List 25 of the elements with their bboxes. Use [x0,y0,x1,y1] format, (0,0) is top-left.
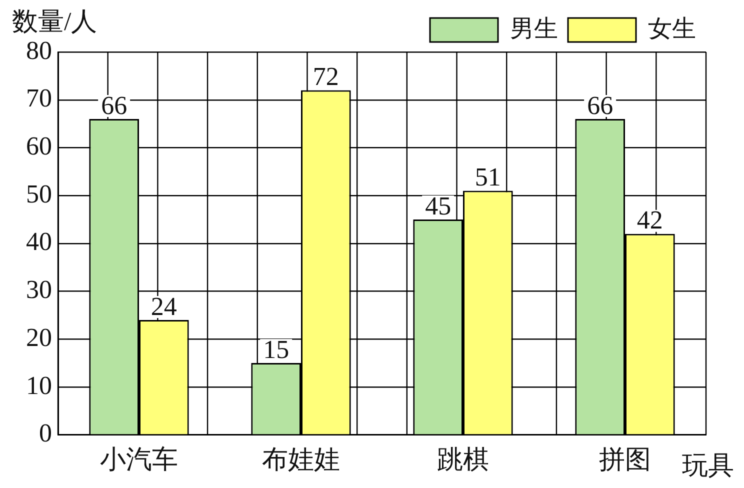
data-label: 66 [587,90,614,120]
legend-label: 女生 [648,16,696,42]
y-tick-label: 30 [26,275,52,304]
data-label: 66 [101,90,128,120]
x-tick-label: 拼图 [599,445,651,474]
y-tick-label: 70 [26,84,52,113]
y-tick-label: 40 [26,227,52,256]
data-label: 24 [150,292,177,321]
y-tick-label: 60 [26,132,52,161]
data-label: 42 [636,206,663,235]
y-tick-label: 50 [26,179,52,208]
legend-label: 男生 [510,16,558,42]
data-label: 15 [263,334,290,364]
data-label: 72 [312,62,339,92]
data-label: 51 [474,162,501,192]
x-axis-title: 玩具 [682,451,734,480]
y-tick-label: 10 [26,370,52,400]
y-tick-label: 20 [26,322,52,352]
x-tick-label: 小汽车 [100,445,178,474]
x-tick-label: 布娃娃 [262,445,340,474]
x-tick-label: 跳棋 [437,445,489,474]
y-axis-title: 数量/人 [12,6,98,36]
y-tick-label: 80 [26,36,52,65]
y-tick-label: 0 [39,418,52,448]
data-label: 45 [425,191,452,220]
